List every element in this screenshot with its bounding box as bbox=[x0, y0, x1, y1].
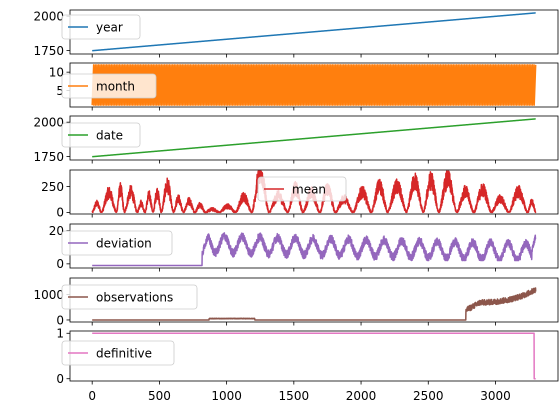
series-line-observations bbox=[91, 287, 537, 321]
subplot-frame bbox=[69, 169, 559, 215]
subplot-year: 1750 2000 year bbox=[33, 9, 559, 58]
series-line-deviation bbox=[91, 232, 537, 267]
x-tick-label: 2000 bbox=[346, 389, 377, 403]
x-tick-label: 1500 bbox=[279, 389, 310, 403]
series-line-date bbox=[91, 118, 537, 158]
y-tick-label: 1750 bbox=[33, 150, 64, 164]
x-tick-label: 500 bbox=[148, 389, 171, 403]
legend-definitive: definitive bbox=[61, 340, 175, 366]
series-line-definitive bbox=[91, 332, 537, 380]
y-tick-label: 20 bbox=[49, 224, 64, 238]
x-tick-label: 2500 bbox=[413, 389, 444, 403]
legend-date: date bbox=[61, 122, 141, 148]
series-line-year bbox=[91, 12, 537, 52]
legend-box bbox=[61, 73, 157, 99]
legend-label: mean bbox=[292, 183, 326, 197]
legend-label: observations bbox=[96, 291, 173, 305]
subplot-observations: 0 1000 observations bbox=[33, 277, 559, 327]
series-line-month bbox=[91, 64, 537, 106]
legend-label: definitive bbox=[96, 347, 152, 361]
legend-year: year bbox=[61, 14, 141, 40]
legend-box bbox=[61, 340, 175, 366]
y-tick-label: 1 bbox=[56, 327, 64, 341]
y-tick-label: 0 bbox=[56, 257, 64, 271]
legend-box bbox=[61, 122, 141, 148]
y-tick-label: 1750 bbox=[33, 44, 64, 58]
subplot-definitive: 0 1 definitive bbox=[56, 327, 559, 386]
legend-label: month bbox=[96, 80, 135, 94]
y-tick-label: 2000 bbox=[33, 115, 64, 129]
y-tick-label: 2000 bbox=[33, 9, 64, 23]
subplot-month: 5 10 month bbox=[49, 62, 559, 111]
y-tick-label: 0 bbox=[56, 313, 64, 327]
y-tick-label: 10 bbox=[49, 65, 64, 79]
subplot-date: 1750 2000 date bbox=[33, 115, 559, 164]
y-tick-label: 5 bbox=[56, 84, 64, 98]
x-tick-label: 3000 bbox=[480, 389, 511, 403]
x-tick-label: 0 bbox=[88, 389, 96, 403]
legend-box bbox=[61, 284, 198, 310]
legend-box bbox=[61, 230, 173, 256]
x-tick-label: 1000 bbox=[211, 389, 242, 403]
legend-label: deviation bbox=[96, 237, 152, 251]
y-tick-label: 1000 bbox=[33, 288, 64, 302]
legend-mean: mean bbox=[257, 176, 347, 202]
legend-label: year bbox=[96, 21, 123, 35]
y-tick-label: 250 bbox=[41, 180, 64, 194]
legend-month: month bbox=[61, 73, 157, 99]
legend-box bbox=[61, 14, 141, 40]
subplot-mean: 0 250 mean bbox=[41, 169, 559, 220]
y-tick-label: 0 bbox=[56, 372, 64, 386]
legend-box bbox=[257, 176, 347, 202]
legend-deviation: deviation bbox=[61, 230, 173, 256]
subplot-deviation: 0 20 deviation bbox=[49, 223, 559, 272]
legend-observations: observations bbox=[61, 284, 198, 310]
y-tick-label: 0 bbox=[56, 206, 64, 220]
legend-label: date bbox=[96, 129, 123, 143]
